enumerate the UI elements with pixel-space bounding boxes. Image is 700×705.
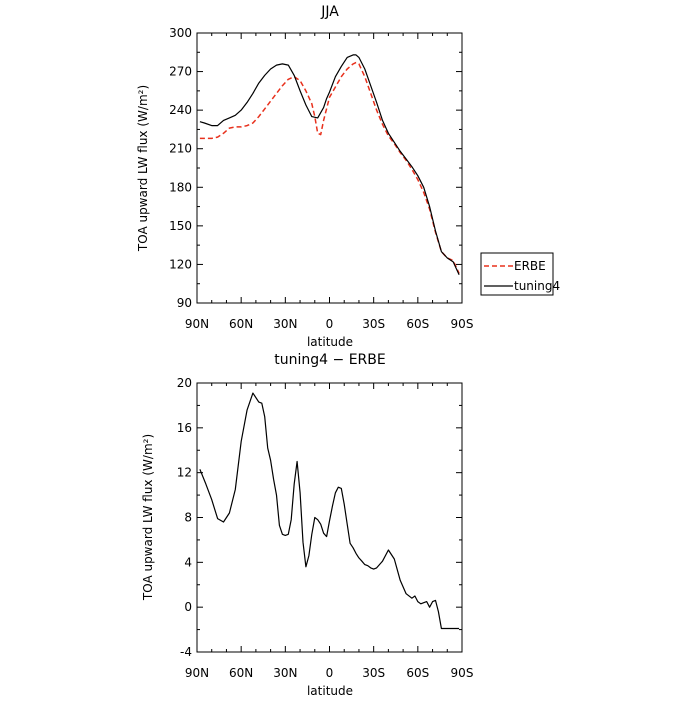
- bottom-y-tick-label: 16: [177, 421, 192, 435]
- top-series-line-erbe: [199, 61, 460, 274]
- top-x-tick-label: 90N: [185, 317, 209, 331]
- top-x-tick-label: 60S: [406, 317, 429, 331]
- top-series-line-tuning4: [199, 54, 460, 275]
- top-x-tick-label: 0: [326, 317, 334, 331]
- bottom-x-tick-label: 60S: [406, 666, 429, 680]
- bottom-plot-frame: [196, 382, 463, 653]
- top-chart: JJA latitude TOA upward LW flux (W/m²) 9…: [136, 4, 560, 349]
- top-x-tick-label: 30S: [362, 317, 385, 331]
- top-plot-frame: [196, 32, 463, 304]
- top-x-tick-label: 30N: [273, 317, 297, 331]
- legend-label-tuning4: tuning4: [514, 279, 560, 293]
- bottom-y-tick-label: 8: [184, 511, 192, 525]
- top-y-tick-label: 210: [169, 142, 192, 156]
- top-y-tick-label: 150: [169, 219, 192, 233]
- bottom-x-tick-label: 30S: [362, 666, 385, 680]
- bottom-plot-area: 90N 60N 30N 0 30S 60S 90S -4 0 4 8 12 16 20: [177, 376, 474, 680]
- top-y-tick-label: 240: [169, 103, 192, 117]
- bottom-x-axis-title: latitude: [307, 684, 353, 698]
- top-y-tick-label: 180: [169, 180, 192, 194]
- top-x-tick-label: 90S: [451, 317, 474, 331]
- bottom-x-tick-label: 90S: [451, 666, 474, 680]
- bottom-x-tick-label: 30N: [273, 666, 297, 680]
- bottom-y-tick-label: 0: [184, 600, 192, 614]
- bottom-x-tick-label: 90N: [185, 666, 209, 680]
- top-y-tick-label: 120: [169, 257, 192, 271]
- legend-label-erbe: ERBE: [514, 259, 546, 273]
- bottom-y-tick-label: 4: [184, 555, 192, 569]
- bottom-x-tick-label: 60N: [229, 666, 253, 680]
- bottom-chart: tuning4 − ERBE latitude TOA upward LW fl…: [141, 352, 473, 698]
- legend-box: [480, 252, 554, 296]
- bottom-y-tick-label: -4: [180, 645, 192, 659]
- bottom-chart-title: tuning4 − ERBE: [274, 352, 385, 368]
- bottom-series-line-0: [199, 392, 460, 630]
- legend: ERBE tuning4: [480, 252, 560, 296]
- top-x-axis-title: latitude: [307, 335, 353, 349]
- top-y-tick-label: 90: [177, 296, 192, 310]
- top-y-tick-label: 300: [169, 26, 192, 40]
- top-chart-title: JJA: [320, 4, 339, 20]
- top-y-tick-label: 270: [169, 65, 192, 79]
- bottom-x-tick-label: 0: [326, 666, 334, 680]
- top-y-axis-title: TOA upward LW flux (W/m²): [136, 85, 150, 252]
- bottom-y-axis-title: TOA upward LW flux (W/m²): [141, 434, 155, 601]
- top-plot-area: 90N 60N 30N 0 30S 60S 90S 90 120 150 180 210 240 270 3…: [169, 26, 473, 331]
- bottom-y-tick-label: 12: [177, 466, 192, 480]
- top-x-tick-label: 60N: [229, 317, 253, 331]
- bottom-y-tick-label: 20: [177, 376, 192, 390]
